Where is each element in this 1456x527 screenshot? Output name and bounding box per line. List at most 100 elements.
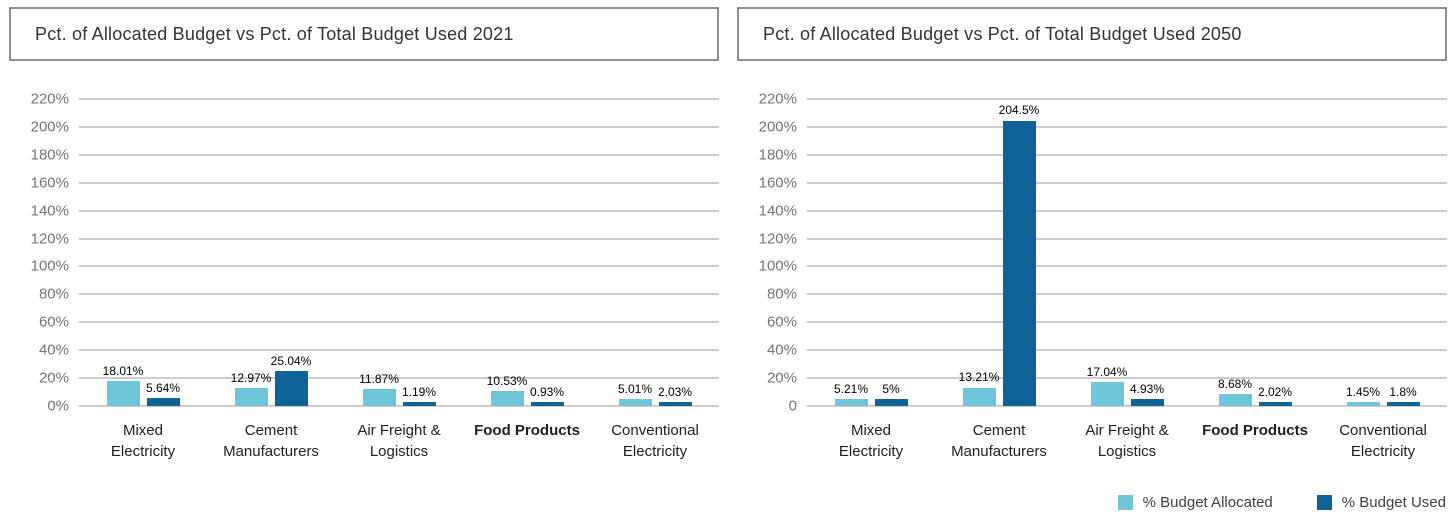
category-label: Food Products	[1202, 422, 1308, 439]
bar-budget-allocated: 11.87%	[359, 373, 399, 406]
y-axis: 220% 200% 180% 160% 140% 120% 100% 80% 60% 40% 20%…	[737, 92, 807, 414]
bar-budget-allocated: 13.21%	[959, 371, 999, 406]
bar-budget-allocated: 8.68%	[1218, 377, 1252, 406]
bar-budget-used: 25.04%	[271, 354, 311, 406]
bar-budget-allocated: 10.53%	[487, 374, 527, 406]
legend-label-used: % Budget Used	[1341, 494, 1446, 511]
bar-group: 8.68% 2.02%	[1191, 99, 1319, 406]
category-label: Cement Manufacturers	[223, 422, 319, 460]
bar-value-label: 12.97%	[230, 370, 272, 385]
y-axis-tick-label: 60%	[766, 313, 797, 331]
category-label: Mixed Electricity	[838, 422, 904, 460]
bar-groups: 5.21% 5% 13.21% 204.5% 17.04% 4.93% 8.68% 2.02%…	[807, 99, 1447, 406]
bar-budget-used: 5.64%	[146, 381, 180, 406]
bar-value-label: 8.68%	[1217, 376, 1253, 391]
gridline	[807, 125, 1447, 128]
category-label: Air Freight & Logistics	[357, 422, 441, 460]
chart-panel-2050: Pct. of Allocated Budget vs Pct. of Tota…	[737, 7, 1447, 462]
y-axis-tick-label: 100%	[758, 257, 797, 275]
gridline	[79, 293, 719, 296]
bar-group: 17.04% 4.93%	[1063, 99, 1191, 406]
category-axis: Mixed Electricity Cement Manufacturers Air F…	[807, 420, 1447, 462]
gridline	[79, 349, 719, 352]
bar-group: 10.53% 0.93%	[463, 99, 591, 406]
bar-group: 1.45% 1.8%	[1319, 99, 1447, 406]
legend-item-budget-used: % Budget Used	[1316, 494, 1446, 511]
bar-budget-used: 5%	[874, 382, 908, 406]
bar-budget-allocated: 12.97%	[231, 371, 271, 406]
gridline	[79, 181, 719, 184]
bar-budget-allocated: 1.45%	[1346, 385, 1380, 406]
bar-chart-2021: 220% 200% 180% 160% 140% 120% 100% 80% 60% 40% 20%…	[9, 92, 719, 462]
chart-title-2050: Pct. of Allocated Budget vs Pct. of Tota…	[763, 23, 1242, 44]
bar-value-label: 13.21%	[958, 370, 1000, 385]
bar-value-label: 1.45%	[1345, 384, 1381, 399]
chart-body: 220% 200% 180% 160% 140% 120% 100% 80% 60% 40% 20%…	[737, 92, 1447, 414]
bar-group: 5.01% 2.03%	[591, 99, 719, 406]
gridline	[807, 377, 1447, 380]
y-axis-tick-label: 220%	[758, 90, 797, 108]
bar-budget-used: 2.03%	[658, 385, 692, 406]
bar-value-label: 1.8%	[1389, 384, 1417, 399]
y-axis-tick-label: 20%	[766, 369, 797, 387]
bar-value-label: 11.87%	[359, 372, 399, 387]
category-label: Air Freight & Logistics	[1085, 422, 1169, 460]
gridline	[79, 265, 719, 268]
y-axis-tick-label: 180%	[758, 146, 797, 164]
y-axis-tick-label: 80%	[766, 285, 797, 303]
gridline	[79, 209, 719, 212]
y-axis-tick-label: 100%	[30, 257, 69, 275]
chart-panel-2021: Pct. of Allocated Budget vs Pct. of Tota…	[9, 7, 719, 462]
legend-item-budget-allocated: % Budget Allocated	[1117, 494, 1273, 511]
bar-value-label: 5.01%	[617, 381, 653, 396]
bar-budget-used: 1.8%	[1386, 385, 1420, 406]
y-axis-tick-label: 160%	[30, 174, 69, 192]
bar-budget-allocated: 5.21%	[834, 382, 868, 406]
bar-budget-allocated: 5.01%	[618, 382, 652, 406]
y-axis-tick-label: 160%	[758, 174, 797, 192]
y-axis-tick-label: 40%	[38, 341, 69, 359]
bar-group: 11.87% 1.19%	[335, 99, 463, 406]
legend-swatch-allocated-icon	[1117, 495, 1133, 510]
gridline	[79, 405, 719, 407]
gridline	[79, 153, 719, 156]
gridline	[79, 125, 719, 128]
bar-value-label: 2.03%	[657, 384, 693, 399]
bar-group: 5.21% 5%	[807, 99, 935, 406]
bar-value-label: 17.04%	[1086, 365, 1128, 380]
bar-value-label: 2.02%	[1257, 384, 1293, 399]
bar-value-label: 4.93%	[1129, 381, 1165, 396]
chart-title-box-2050: Pct. of Allocated Budget vs Pct. of Tota…	[737, 7, 1447, 61]
chart-title-2021: Pct. of Allocated Budget vs Pct. of Tota…	[35, 23, 514, 44]
y-axis-tick-label: 200%	[758, 118, 797, 136]
y-axis-tick-label: 80%	[38, 285, 69, 303]
bar-budget-allocated: 18.01%	[103, 364, 143, 406]
category-label: Cement Manufacturers	[951, 422, 1047, 460]
bar-value-label: 5.64%	[145, 380, 181, 395]
bar-group: 13.21% 204.5%	[935, 99, 1063, 406]
legend-label-allocated: % Budget Allocated	[1142, 494, 1273, 511]
charts-row: Pct. of Allocated Budget vs Pct. of Tota…	[9, 7, 1447, 462]
chart-title-box-2021: Pct. of Allocated Budget vs Pct. of Tota…	[9, 7, 719, 61]
category-label: Conventional Electricity	[611, 422, 699, 460]
bar-budget-used: 4.93%	[1130, 382, 1164, 406]
y-axis-tick-label: 0%	[47, 397, 69, 415]
y-axis-tick-label: 140%	[30, 202, 69, 220]
gridline	[79, 98, 719, 100]
bar-budget-used: 0.93%	[530, 385, 564, 406]
bar-value-label: 5.21%	[833, 381, 869, 396]
category-label: Mixed Electricity	[110, 422, 176, 460]
y-axis-tick-label: 120%	[758, 230, 797, 248]
bar-value-label: 204.5%	[998, 103, 1040, 118]
plot-area: 5.21% 5% 13.21% 204.5% 17.04% 4.93% 8.68% 2.02%…	[807, 98, 1447, 407]
category-axis: Mixed Electricity Cement Manufacturers Air F…	[79, 420, 719, 462]
category-label: Conventional Electricity	[1339, 422, 1427, 460]
gridline	[807, 265, 1447, 268]
bar-budget-allocated: 17.04%	[1087, 365, 1127, 406]
bar-value-label: 10.53%	[486, 374, 528, 389]
bar-value-label: 25.04%	[270, 353, 312, 368]
gridline	[79, 237, 719, 240]
legend-swatch-used-icon	[1316, 495, 1332, 510]
gridline	[807, 98, 1447, 100]
